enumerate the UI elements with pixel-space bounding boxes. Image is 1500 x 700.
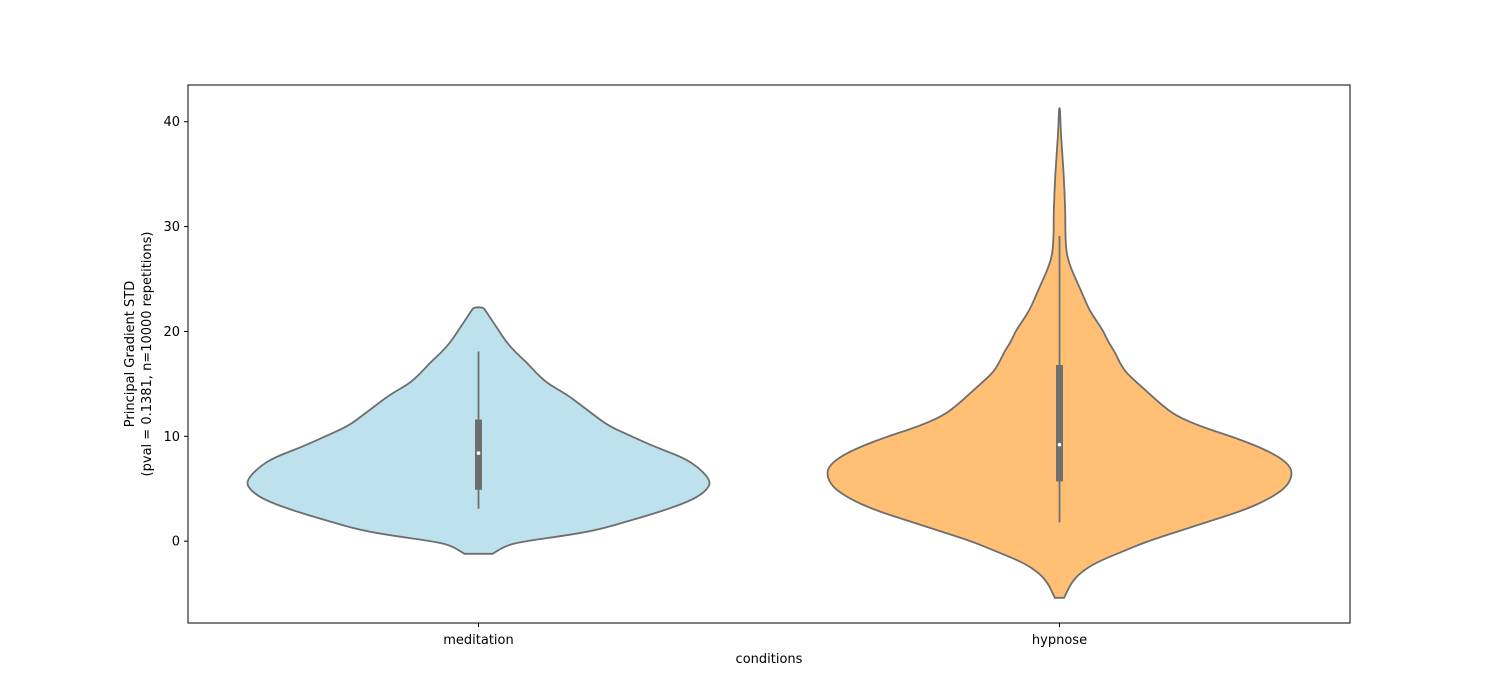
y-tick-label: 10	[163, 430, 180, 445]
median-dot-meditation	[476, 451, 481, 455]
x-tick-label-meditation: meditation	[443, 633, 514, 648]
y-axis-label-line2: (pval = 0.1381, n=10000 repetitions)	[140, 232, 155, 477]
x-tick-label-hypnose: hypnose	[1032, 633, 1087, 648]
y-axis-ticks: 0 10 20 30 40	[163, 115, 188, 550]
x-axis-ticks: meditation hypnose	[443, 623, 1087, 648]
plot-frame	[187, 84, 1351, 624]
iqr-box-hypnose	[1056, 365, 1063, 482]
y-tick-label: 0	[172, 535, 180, 550]
y-tick-label: 20	[163, 325, 180, 340]
median-dot-hypnose	[1057, 442, 1062, 447]
y-tick-label: 40	[163, 115, 180, 130]
violins	[246, 107, 1293, 599]
y-axis-label-line1: Principal Gradient STD	[123, 281, 138, 427]
x-axis-label: conditions	[736, 652, 803, 667]
y-tick-label: 30	[163, 220, 180, 235]
plot-area	[188, 85, 1350, 623]
